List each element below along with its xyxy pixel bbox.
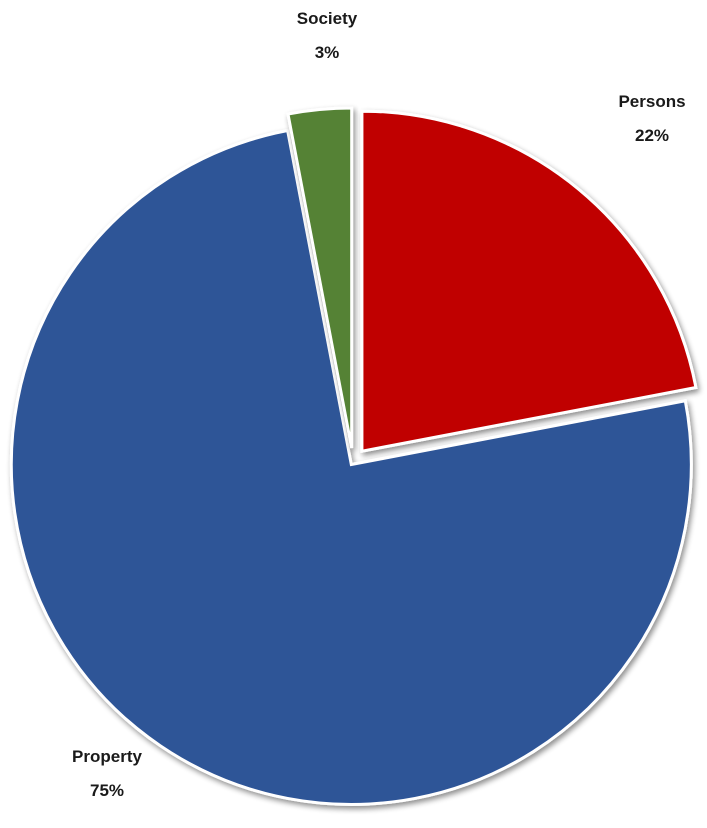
pie-labels: Persons 22% Property 75% Society 3% xyxy=(72,9,686,800)
label-society-name: Society xyxy=(297,9,358,28)
label-society-percent: 3% xyxy=(315,43,340,62)
label-persons-percent: 22% xyxy=(635,126,669,145)
label-property-percent: 75% xyxy=(90,781,124,800)
pie-slice-property xyxy=(9,128,693,806)
pie-slice-society xyxy=(286,106,354,449)
label-persons-name: Persons xyxy=(618,92,685,111)
label-property-name: Property xyxy=(72,747,142,766)
pie-slices xyxy=(9,106,698,806)
pie-slice-persons xyxy=(360,109,698,454)
